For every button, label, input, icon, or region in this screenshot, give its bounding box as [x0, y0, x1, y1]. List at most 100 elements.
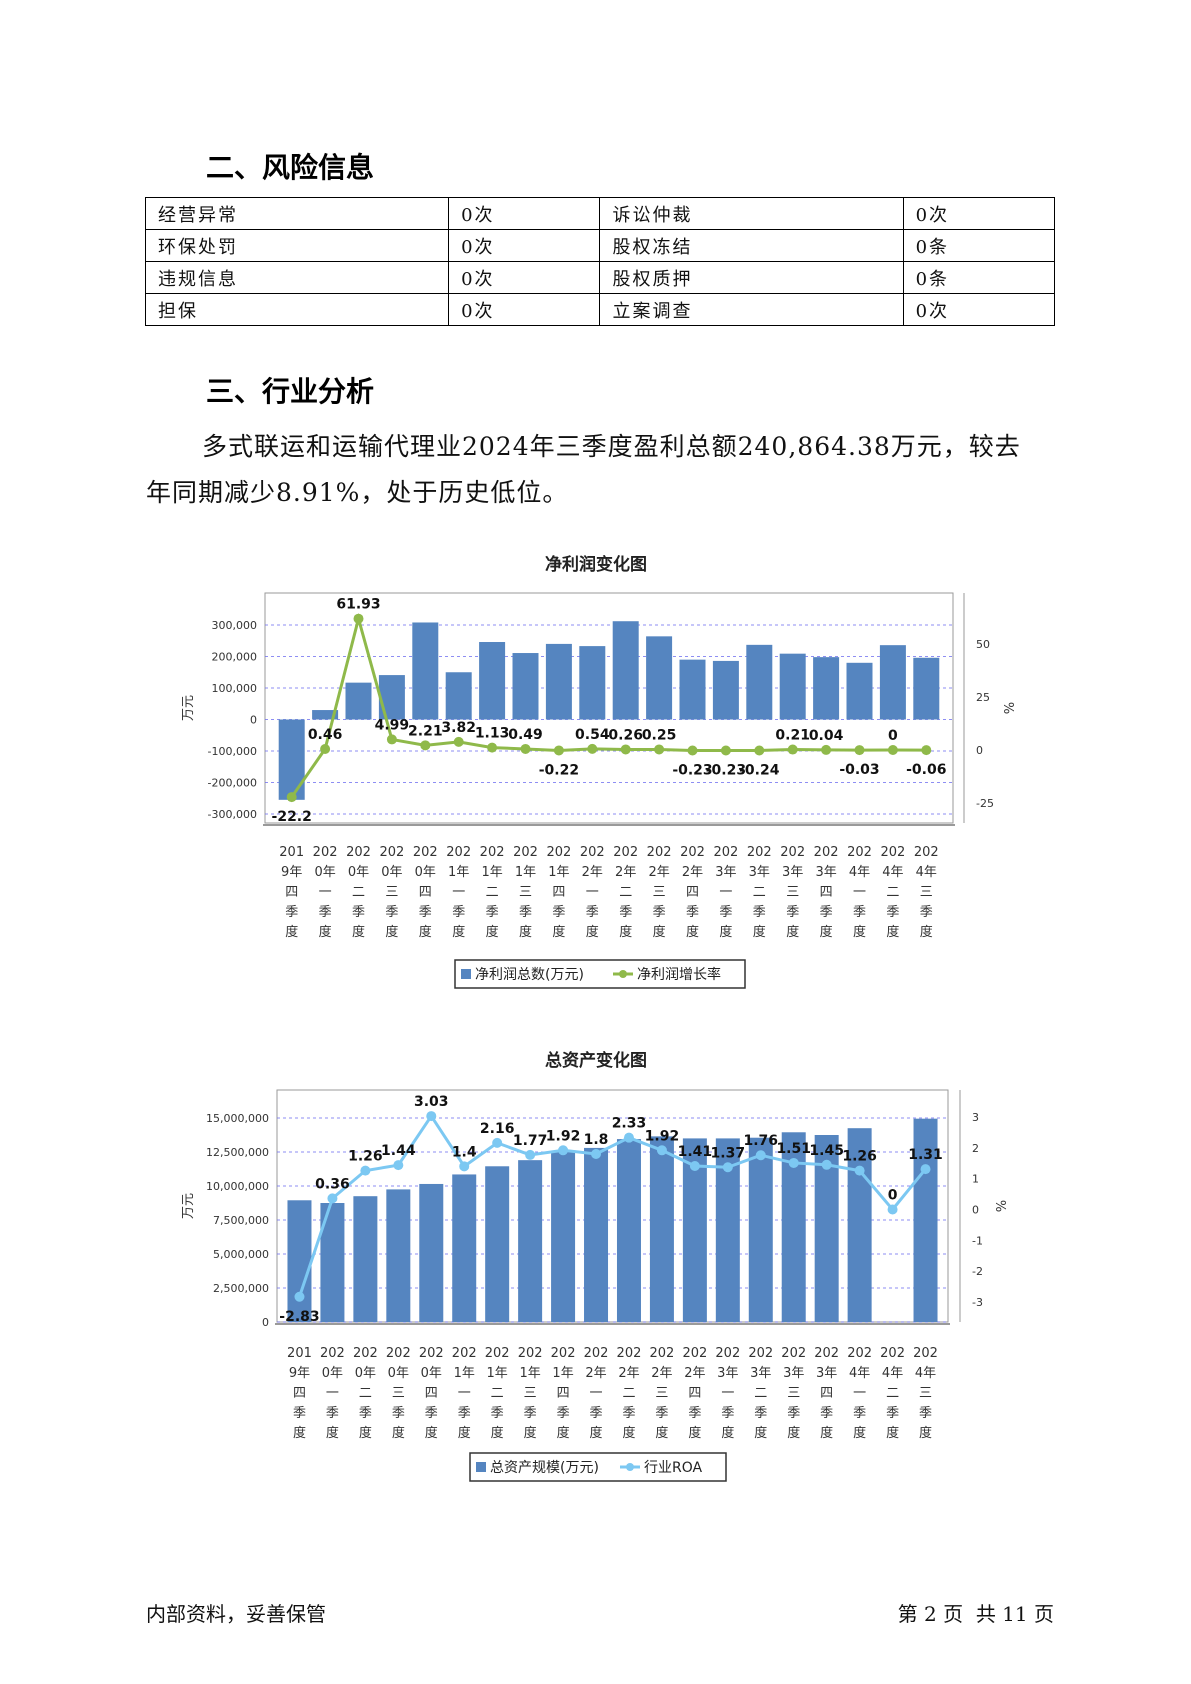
bar: [779, 653, 806, 720]
x-tick-label: 度: [853, 1425, 866, 1441]
x-tick-label: 季: [519, 905, 532, 920]
data-label: 1.37: [711, 1145, 746, 1161]
x-tick-label: 202: [814, 1346, 839, 1361]
x-tick-label: 0年: [415, 865, 436, 880]
footer-left: 内部资料，妥善保管: [146, 1602, 326, 1626]
x-tick-label: 三: [653, 885, 666, 900]
x-tick-label: 二: [359, 1386, 372, 1401]
industry-summary-paragraph: 多式联运和运输代理业2024年三季度盈利总额240,864.38万元，较去 年同…: [146, 424, 1056, 516]
line-point: [689, 1161, 700, 1172]
y-tick-label: -100,000: [208, 745, 257, 758]
x-tick-label: 四: [552, 885, 565, 900]
x-tick-label: 2年: [682, 865, 703, 880]
data-label: 2.33: [612, 1116, 647, 1132]
x-tick-label: 度: [285, 924, 298, 940]
x-tick-label: 9年: [281, 865, 302, 880]
x-tick-label: 度: [919, 1425, 932, 1441]
y-tick-label: 12,500,000: [206, 1146, 269, 1159]
bar: [616, 1139, 641, 1322]
x-tick-label: 度: [786, 924, 799, 940]
x-tick-label: 二: [886, 1386, 899, 1401]
x-tick-label: 202: [680, 845, 705, 860]
x-tick-label: 202: [580, 845, 605, 860]
bar: [287, 1200, 312, 1322]
bar: [378, 675, 405, 720]
x-tick-label: 季: [886, 905, 899, 920]
x-tick-label: 202: [613, 845, 638, 860]
x-tick-label: 四: [820, 1386, 833, 1401]
x-tick-label: 季: [786, 905, 799, 920]
x-tick-label: 季: [721, 1406, 734, 1421]
x-tick-label: 季: [524, 1406, 537, 1421]
x-tick-label: 3年: [717, 1366, 738, 1381]
x-tick-label: 2年: [684, 1366, 705, 1381]
x-tick-label: 度: [486, 924, 499, 940]
risk-label-cell: 环保处罚: [144, 229, 450, 262]
x-tick-label: 202: [452, 1346, 477, 1361]
x-tick-label: 2年: [648, 865, 669, 880]
line-point: [553, 745, 564, 756]
line-point: [788, 1157, 799, 1168]
x-tick-label: 季: [352, 905, 365, 920]
legend-box: [469, 1452, 727, 1482]
bar: [913, 657, 940, 720]
bar: [712, 660, 739, 720]
bar: [847, 1128, 872, 1322]
x-tick-label: 202: [847, 1346, 872, 1361]
x-tick-label: 202: [780, 845, 805, 860]
series-line: [290, 612, 927, 798]
x-tick-label: 度: [920, 924, 933, 940]
x-tick-label: 四: [557, 1386, 570, 1401]
x-tick-label: 202: [353, 1346, 378, 1361]
y-tick-label: -300,000: [208, 808, 257, 821]
x-tick-label: 一: [721, 1386, 734, 1401]
x-tick-label: 度: [425, 1425, 438, 1441]
data-label: 1.8: [584, 1132, 609, 1148]
bar: [312, 710, 339, 720]
line-point: [353, 613, 364, 624]
data-label: 0.25: [642, 727, 677, 743]
line-point: [821, 1159, 832, 1170]
risk-label-cell: 股权质押: [599, 261, 904, 294]
data-label: 1.77: [513, 1133, 548, 1149]
line-point: [459, 1161, 470, 1172]
x-tick-label: 三: [786, 885, 799, 900]
x-tick-label: 度: [385, 924, 398, 940]
data-label: -0.23: [706, 762, 746, 778]
data-label: 1.26: [348, 1149, 383, 1165]
plot-frame: [276, 1089, 949, 1323]
x-tick-label: 202: [715, 1346, 740, 1361]
x-tick-label: 季: [853, 905, 866, 920]
x-tick-label: 度: [419, 924, 432, 940]
net-profit-chart: 净利润变化图 300,000 200,000 100,000 0 -100,000 -200…: [181, 554, 1015, 989]
x-tick-label: 季: [557, 1406, 570, 1421]
data-label: -0.06: [906, 762, 946, 778]
x-tick-label: 四: [686, 885, 699, 900]
x-tick-label: 202: [617, 1346, 642, 1361]
footer-page-number: 第 2 页 共 11 页: [897, 1602, 1054, 1626]
x-tick-label: 0年: [355, 1366, 376, 1381]
line-point: [327, 1193, 338, 1204]
x-tick-label: 202: [480, 845, 505, 860]
x-tick-label: 三: [524, 1386, 537, 1401]
line-point: [386, 734, 397, 745]
line-point: [525, 1149, 536, 1160]
x-tick-label: 202: [748, 1346, 773, 1361]
x-tick-label: 3年: [715, 865, 736, 880]
x-tick-label: 202: [814, 845, 839, 860]
x-tick-label: 季: [920, 905, 933, 920]
x-tick-label: 二: [886, 885, 899, 900]
x-tick-label: 4年: [849, 865, 870, 880]
x-tick-label: 0年: [314, 865, 335, 880]
y-tick-label: 10,000,000: [206, 1180, 269, 1193]
risk-value-cell: 0条: [902, 229, 1056, 262]
x-tick-label: 度: [622, 1425, 635, 1441]
risk-value-cell: 0次: [902, 197, 1056, 230]
line-point: [656, 1145, 667, 1156]
x-tick-label: 3年: [750, 1366, 771, 1381]
x-tick-label: 季: [622, 1406, 635, 1421]
data-label: 0.49: [508, 727, 543, 743]
x-tick-label: 三: [787, 1386, 800, 1401]
x-tick-label: 0年: [381, 865, 402, 880]
x-tick-label: 二: [754, 1386, 767, 1401]
